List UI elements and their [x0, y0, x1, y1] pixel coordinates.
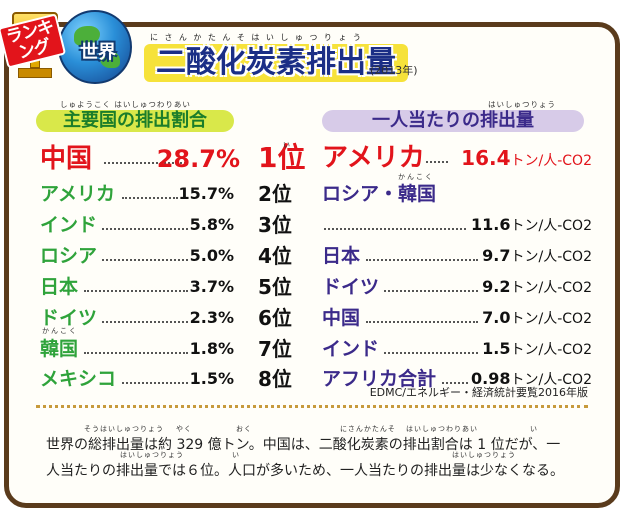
left-header: 主要国の排出割合 [36, 110, 234, 132]
right-row-1: アメリカ 16.4トン/人-CO2 [322, 143, 592, 175]
right-row-7: インド 1.5トン/人-CO2 [322, 334, 592, 366]
share-value: 5.0% [189, 246, 234, 265]
country-name: アメリカ [322, 143, 425, 173]
caption-line-2: 人当たりの排出量では６位。人口が多いため、一人当たりの排出量は少なくなる。 [46, 463, 564, 479]
right-row-8: アフリカ合計 0.98トン/人-CO2 [322, 364, 592, 396]
rank-3: 3位 [258, 213, 292, 237]
page-title: 二酸化炭素排出量 [144, 44, 408, 82]
country-name: インド [40, 214, 98, 236]
country-name: 日本 [40, 276, 79, 298]
left-row-7: 韓国 1.8% [40, 334, 234, 366]
share-value: 5.8% [189, 215, 234, 234]
caption: 世界の総排出量は約 329 億トン。中国は、二酸化炭素の排出割合は 1 位だが、… [46, 432, 586, 484]
per-capita-value: 7.0トン/人-CO2 [482, 308, 592, 327]
rank-4: 4位 [258, 244, 292, 268]
share-value: 3.7% [189, 277, 234, 296]
rank-8: 8位 [258, 367, 292, 391]
share-value: 28.7% [156, 145, 240, 173]
right-row-4: 日本 9.7トン/人-CO2 [322, 241, 592, 273]
caption-ruby: はいしゅつりょう [120, 451, 184, 459]
left-row-1: 中国 28.7% [40, 144, 240, 176]
rank-7: 7位 [258, 337, 292, 361]
country-name: 日本 [322, 245, 361, 267]
country-name: ロシア・韓国 [322, 183, 437, 205]
country-name: メキシコ [40, 368, 117, 390]
right-row-6: 中国 7.0トン/人-CO2 [322, 303, 592, 335]
country-name: 韓国 [40, 338, 79, 360]
per-capita-value: 16.4トン/人-CO2 [461, 146, 592, 170]
country-name: 中国 [322, 307, 361, 329]
right-header: 一人当たりの排出量 [322, 110, 584, 132]
country-name: インド [322, 338, 380, 360]
source-note: EDMC/エネルギー・経済統計要覧2016年版 [369, 386, 588, 399]
rank-ruby: い [283, 141, 292, 149]
share-value: 1.5% [189, 369, 234, 388]
caption-ruby: やく [176, 425, 192, 433]
left-row-4: ロシア 5.0% [40, 241, 234, 273]
rank-6: 6位 [258, 306, 292, 330]
left-row-5: 日本 3.7% [40, 272, 234, 304]
rank-1: 1位 [258, 141, 306, 174]
caption-ruby: はいしゅつわりあい [406, 425, 478, 433]
left-row-2: アメリカ 15.7% [40, 179, 234, 211]
right-header-ruby: はいしゅつりょう [488, 100, 556, 109]
rank-5: 5位 [258, 275, 292, 299]
per-capita-value: 9.2トン/人-CO2 [482, 277, 592, 296]
title-year: (2013年) [370, 64, 418, 77]
share-value: 2.3% [189, 308, 234, 327]
korea-ruby: かんこく [42, 327, 78, 335]
caption-line-1: 世界の総排出量は約 329 億トン。中国は、二酸化炭素の排出割合は 1 位だが、… [46, 437, 561, 453]
caption-ruby: おく [236, 425, 252, 433]
share-value: 1.8% [189, 339, 234, 358]
per-capita-value: 0.98トン/人-CO2 [471, 369, 592, 388]
left-row-6: ドイツ 2.3% [40, 303, 234, 335]
right-row-5: ドイツ 9.2トン/人-CO2 [322, 272, 592, 304]
left-header-ruby: しゅようこく はいしゅつわりあい [60, 100, 191, 109]
share-value: 15.7% [178, 184, 234, 203]
country-name: ドイツ [322, 276, 380, 298]
right-row-2: ロシア・韓国 [322, 179, 592, 211]
ranking-emblem: ランキング 世界 [0, 0, 152, 100]
caption-ruby: い [530, 425, 538, 433]
caption-ruby: にさんかたんそ [340, 425, 396, 433]
caption-ruby: そうはいしゅつりょう [84, 425, 164, 433]
right-row-3: 11.6トン/人-CO2 [322, 210, 592, 242]
country-name: ロシア [40, 245, 98, 267]
per-capita-value: 1.5トン/人-CO2 [482, 339, 592, 358]
rank-2: 2位 [258, 182, 292, 206]
left-row-3: インド 5.8% [40, 210, 234, 242]
per-capita-value: 9.7トン/人-CO2 [482, 246, 592, 265]
divider [36, 405, 588, 408]
korea-ruby-right: かんこく [398, 173, 434, 181]
world-label: 世界 [80, 42, 116, 63]
country-name: アフリカ合計 [322, 368, 437, 390]
per-capita-value: 11.6トン/人-CO2 [471, 215, 592, 234]
left-row-8: メキシコ 1.5% [40, 364, 234, 396]
caption-ruby: はいしゅつりょう [452, 451, 516, 459]
country-name: ドイツ [40, 307, 98, 329]
country-name: 中国 [40, 144, 93, 174]
title-ruby: にさんかたんそはいしゅつりょう [150, 33, 368, 42]
country-name: アメリカ [40, 183, 116, 205]
panel-frame [4, 22, 620, 508]
caption-ruby: い [232, 451, 240, 459]
